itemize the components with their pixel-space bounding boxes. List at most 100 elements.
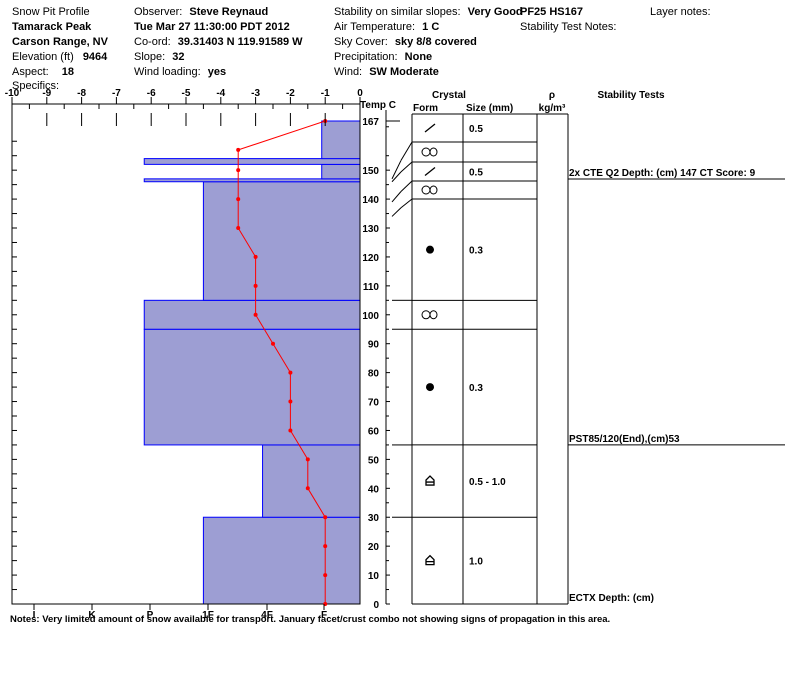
hardness-tick-label: 1F — [202, 610, 214, 621]
rounded-faceted-icon — [421, 185, 431, 195]
crystal-size-value: 0.5 - 1.0 — [469, 477, 506, 488]
temp-tick-label: -1 — [321, 88, 330, 99]
coord-label: Co-ord: — [134, 36, 171, 48]
temp-tick-label: -4 — [216, 88, 225, 99]
temperature-point — [288, 399, 293, 404]
temperature-line — [237, 120, 326, 604]
rounded-faceted-icon — [429, 310, 438, 320]
slope-row: Slope: 32 — [134, 51, 185, 64]
hardness-layer — [202, 181, 361, 301]
sky-row: Sky Cover: sky 8/8 covered — [334, 36, 477, 49]
temp-tick-label: -3 — [251, 88, 260, 99]
slope-label: Slope: — [134, 51, 166, 63]
wind-loading-value: yes — [207, 66, 227, 78]
height-tick-label: 20 — [368, 542, 380, 553]
pit-id: PF25 HS167 — [520, 6, 583, 18]
hardness-tick-label: P — [147, 610, 154, 621]
crystal-size-value: 0.5 — [469, 124, 483, 135]
temperature-point — [236, 147, 241, 152]
layer-connector — [400, 180, 413, 192]
hardness-layer — [321, 163, 361, 180]
temp-tick-label: -7 — [112, 88, 121, 99]
temp-column-header: Temp C — [360, 100, 396, 111]
hardness-layer — [321, 120, 361, 160]
hardness-layer — [143, 328, 361, 446]
stability-tests: 2x CTE Q2 Depth: (cm) 147 CT Score: 9 PST… — [568, 168, 785, 604]
elevation-label: Elevation (ft) — [12, 51, 74, 63]
observer-value: Steve Reynaud — [189, 6, 269, 18]
precip-value: None — [404, 51, 433, 63]
decomposing-icon — [424, 166, 436, 177]
hardness-tick-label: I — [33, 610, 36, 621]
crystal-header: Crystal — [432, 90, 466, 101]
height-tick-label: 30 — [368, 513, 380, 524]
stability-value: Very Good — [467, 6, 523, 18]
wind-row: Wind: SW Moderate — [334, 66, 439, 79]
precip-row: Precipitation: None — [334, 51, 432, 64]
air-temp-row: Air Temperature: 1 C — [334, 21, 439, 34]
height-tick-label: 70 — [368, 398, 380, 409]
depth-hoar-icon — [425, 554, 435, 566]
precip-label: Precipitation: — [334, 51, 398, 63]
rounded-faceted-icon — [429, 185, 438, 195]
temp-tick-label: 0 — [357, 88, 363, 99]
crystal-size-value: 0.3 — [469, 246, 483, 257]
aspect-row: Aspect: 18 — [12, 66, 74, 79]
temperature-point — [305, 457, 310, 462]
height-tick-label: 140 — [362, 195, 379, 206]
layer-notes-label: Layer notes: — [650, 6, 711, 18]
coord-value: 39.31403 N 119.91589 W — [177, 36, 303, 48]
form-header: Form — [413, 103, 438, 114]
temperature-point — [236, 226, 241, 231]
rounded-grain-icon — [426, 383, 434, 392]
temperature-point — [323, 573, 328, 578]
layer-connector — [391, 191, 402, 203]
size-header: Size (mm) — [466, 103, 513, 114]
rounded-faceted-icon — [421, 147, 431, 157]
elevation-row: Elevation (ft) 9464 — [12, 51, 107, 64]
temperature-point — [253, 254, 258, 259]
stability-test-text: 2x CTE Q2 Depth: (cm) 147 CT Score: 9 — [569, 168, 756, 179]
height-tick-label: 167 — [362, 117, 379, 128]
stability-label: Stability on similar slopes: — [334, 6, 461, 18]
crystal-size-value: 1.0 — [469, 557, 483, 568]
rounded-faceted-icon — [421, 310, 431, 320]
temperature-point — [288, 428, 293, 433]
height-tick-label: 80 — [368, 369, 380, 380]
height-tick-label: 130 — [362, 224, 379, 235]
rho-header: ρ — [549, 90, 555, 101]
air-temp-value: 1 C — [422, 21, 440, 33]
temperature-point — [236, 197, 241, 202]
stability-tests-header: Stability Tests — [597, 90, 664, 101]
observer-label: Observer: — [134, 6, 183, 18]
notes: Notes: Very limited amount of snow avail… — [10, 614, 611, 625]
temperature-point — [288, 370, 293, 375]
height-tick-label: 110 — [363, 282, 380, 293]
height-tick-label: 10 — [368, 571, 380, 582]
layer-connector — [400, 141, 413, 161]
temp-tick-label: -10 — [5, 88, 20, 99]
hardness-layer — [202, 516, 361, 605]
temperature-point — [305, 486, 310, 491]
hardness-layer — [143, 299, 361, 330]
layer-connector — [391, 160, 402, 180]
location-name: Tamarack Peak — [12, 21, 92, 33]
wind-loading-row: Wind loading: yes — [134, 66, 226, 79]
temp-tick-label: -2 — [286, 88, 295, 99]
air-temp-label: Air Temperature: — [334, 21, 416, 33]
coord-row: Co-ord: 39.31403 N 119.91589 W — [134, 36, 303, 49]
stability-row: Stability on similar slopes: Very Good — [334, 6, 523, 19]
temperature-point — [253, 283, 258, 288]
temperature-point — [271, 341, 275, 346]
temp-tick-label: -6 — [147, 88, 156, 99]
layer-connector — [400, 198, 413, 209]
rounded-grain-icon — [426, 245, 434, 254]
range-name: Carson Range, NV — [12, 36, 108, 48]
wind-label: Wind: — [334, 66, 363, 78]
sky-value: sky 8/8 covered — [394, 36, 477, 48]
elevation-value: 9464 — [82, 51, 108, 63]
height-tick-label: 150 — [362, 166, 379, 177]
wind-value: SW Moderate — [369, 66, 439, 78]
rounded-faceted-icon — [429, 147, 438, 157]
